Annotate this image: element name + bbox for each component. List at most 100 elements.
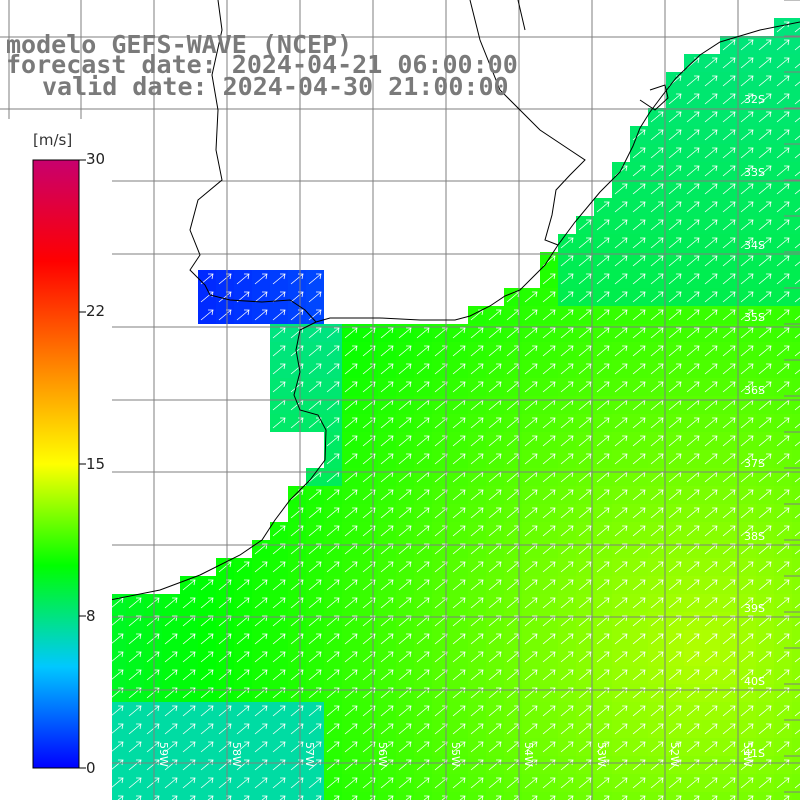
wind-arrow	[740, 543, 754, 555]
wind-arrow	[398, 507, 412, 519]
wind-arrow	[452, 363, 466, 375]
wind-arrow	[470, 327, 484, 339]
wind-arrow	[272, 561, 286, 573]
wind-arrow	[614, 525, 628, 537]
wind-arrow	[596, 705, 610, 717]
wind-arrow	[416, 723, 430, 735]
wind-arrow	[218, 597, 232, 609]
wind-cell	[144, 792, 162, 800]
wind-arrow	[614, 291, 628, 303]
wind-cell	[792, 504, 800, 522]
wind-arrow	[740, 525, 754, 537]
wind-arrow	[668, 453, 682, 465]
wind-arrow	[758, 129, 772, 141]
wind-arrow	[794, 729, 800, 735]
wind-arrow	[776, 651, 790, 663]
wind-arrow	[614, 327, 628, 339]
wind-arrow	[747, 795, 754, 800]
wind-arrow	[524, 489, 538, 501]
wind-arrow	[578, 273, 592, 285]
wind-arrow	[704, 705, 718, 717]
wind-arrow	[488, 597, 502, 609]
wind-arrow	[722, 129, 736, 141]
wind-arrow	[542, 669, 556, 681]
wind-arrow	[740, 327, 754, 339]
wind-arrow	[254, 669, 268, 681]
wind-arrow	[740, 435, 754, 447]
wind-arrow	[704, 669, 718, 681]
wind-arrow	[524, 291, 538, 303]
wind-arrow	[524, 309, 538, 321]
wind-arrow	[650, 219, 664, 231]
wind-arrow	[578, 363, 592, 375]
wind-arrow	[272, 615, 286, 627]
wind-arrow	[614, 363, 628, 375]
wind-arrow	[380, 651, 394, 663]
wind-arrow	[416, 543, 430, 555]
wind-arrow	[488, 669, 502, 681]
wind-arrow	[686, 291, 700, 303]
wind-arrow	[704, 75, 718, 87]
wind-cell	[342, 792, 360, 800]
wind-arrow	[650, 723, 664, 735]
wind-arrow	[668, 669, 682, 681]
wind-arrow	[560, 237, 574, 249]
wind-arrow	[794, 405, 800, 411]
wind-arrow	[596, 723, 610, 735]
wind-arrow	[326, 489, 340, 501]
wind-cell	[792, 612, 800, 630]
wind-arrow	[603, 795, 610, 800]
wind-arrow	[308, 741, 322, 753]
wind-arrow	[704, 417, 718, 429]
wind-arrow	[794, 279, 800, 285]
wind-arrow	[254, 597, 268, 609]
wind-arrow	[182, 741, 196, 753]
wind-arrow	[254, 777, 268, 789]
wind-arrow	[722, 597, 736, 609]
wind-arrow	[380, 669, 394, 681]
wind-arrow	[135, 795, 142, 800]
wind-arrow	[416, 597, 430, 609]
wind-arrow	[254, 291, 268, 303]
wind-arrow	[308, 525, 322, 537]
wind-arrow	[470, 633, 484, 645]
wind-arrow	[704, 381, 718, 393]
wind-arrow	[686, 273, 700, 285]
wind-arrow	[326, 507, 340, 519]
wind-arrow	[650, 201, 664, 213]
wind-arrow	[560, 507, 574, 519]
wind-arrow	[452, 597, 466, 609]
wind-arrow	[632, 183, 646, 195]
wind-arrow	[578, 633, 592, 645]
wind-arrow	[740, 561, 754, 573]
wind-arrow	[416, 615, 430, 627]
wind-arrow	[218, 723, 232, 735]
wind-arrow	[704, 237, 718, 249]
wind-arrow	[524, 525, 538, 537]
wind-arrow	[452, 777, 466, 789]
wind-arrow	[794, 459, 800, 465]
wind-arrow	[578, 615, 592, 627]
wind-arrow	[243, 795, 250, 800]
wind-cell	[792, 36, 800, 54]
wind-arrow	[560, 291, 574, 303]
wind-arrow	[614, 489, 628, 501]
wind-arrow	[578, 345, 592, 357]
colorbar-gradient	[32, 159, 80, 769]
wind-arrow	[315, 795, 322, 800]
wind-arrow	[524, 561, 538, 573]
wind-arrow	[542, 489, 556, 501]
wind-arrow	[164, 723, 178, 735]
wind-arrow	[182, 579, 196, 591]
wind-arrow	[776, 327, 790, 339]
wind-arrow	[794, 369, 800, 375]
wind-arrow	[632, 579, 646, 591]
wind-arrow	[182, 705, 196, 717]
wind-arrow	[632, 507, 646, 519]
wind-arrow	[722, 543, 736, 555]
wind-arrow	[776, 39, 790, 51]
lat-label: 36S	[744, 384, 765, 397]
wind-arrow	[596, 435, 610, 447]
wind-arrow	[380, 723, 394, 735]
wind-arrow	[344, 363, 358, 375]
